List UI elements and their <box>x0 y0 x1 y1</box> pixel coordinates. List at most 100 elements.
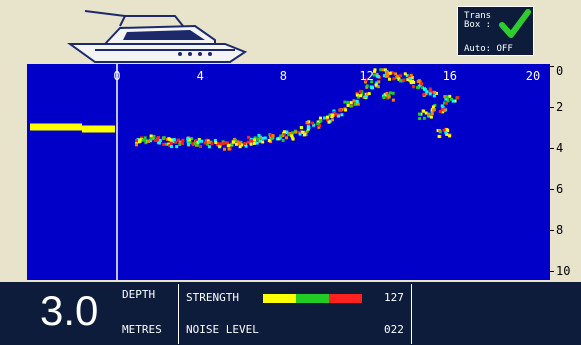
echo-pixel <box>236 140 240 144</box>
echo-pixel <box>194 139 198 143</box>
echo-pixel <box>243 142 247 146</box>
echo-pixel <box>169 145 173 149</box>
echo-pixel <box>444 131 448 135</box>
echo-pixel <box>155 138 159 142</box>
echo-pixel <box>445 132 449 136</box>
echo-pixel <box>165 142 169 146</box>
echo-pixel <box>332 109 336 113</box>
y-tick-label: 8 <box>556 223 564 237</box>
echo-pixel <box>443 101 447 105</box>
echo-pixel <box>203 141 207 145</box>
echo-pixel <box>337 114 341 118</box>
echo-pixel <box>269 134 273 138</box>
echo-pixel <box>431 108 435 112</box>
echo-pixel <box>440 108 444 112</box>
echo-pixel <box>377 80 381 84</box>
transducer-status-box[interactable]: Trans Box : Auto: OFF <box>457 6 534 56</box>
echo-pixel <box>364 80 368 84</box>
echo-pixel <box>143 136 147 140</box>
echo-pixel <box>178 140 182 144</box>
echo-pixel <box>232 140 236 144</box>
echo-pixel <box>267 138 271 142</box>
echo-pixel <box>283 130 287 134</box>
echo-pixel <box>234 142 238 146</box>
echo-pixel <box>391 71 395 75</box>
echo-pixel <box>436 129 440 133</box>
echo-pixel <box>365 92 369 96</box>
strength-value: 127 <box>384 291 404 304</box>
sonar-plot[interactable]: 0 4 8 12 16 20 <box>27 64 550 280</box>
echo-pixel <box>412 80 416 84</box>
echo-pixel <box>256 137 260 141</box>
echo-pixel <box>365 84 369 88</box>
echo-pixel <box>382 96 386 100</box>
echo-pixel <box>372 73 376 77</box>
echo-pixel <box>261 136 265 140</box>
y-tick-mark <box>550 148 554 149</box>
echo-pixel <box>346 103 350 107</box>
echo-pixel <box>388 71 392 75</box>
echo-pixel <box>158 138 162 142</box>
y-tick-label: 10 <box>556 264 571 278</box>
echo-pixel <box>193 142 197 146</box>
echo-pixel <box>316 122 320 126</box>
divider <box>178 284 179 344</box>
echo-pixel <box>253 138 257 142</box>
echo-pixel <box>375 72 379 76</box>
echo-pixel <box>279 134 283 138</box>
echo-pixel <box>221 140 225 144</box>
echo-pixel <box>421 86 425 90</box>
echo-pixel <box>383 68 387 72</box>
echo-pixel <box>331 118 335 122</box>
echo-pixel <box>198 139 202 143</box>
echo-pixel <box>349 101 353 105</box>
echo-pixel <box>391 98 395 102</box>
x-tick-label: 4 <box>196 69 204 83</box>
echo-pixel <box>282 131 286 135</box>
echo-pixel <box>190 137 194 141</box>
echo-pixel <box>168 143 172 147</box>
echo-pixel <box>250 139 254 143</box>
echo-pixel <box>352 99 356 103</box>
echo-pixel <box>410 75 414 79</box>
echo-pixel <box>205 142 209 146</box>
echo-pixel <box>255 141 259 145</box>
strength-bar <box>263 294 363 303</box>
boat-icon <box>66 10 248 63</box>
echo-pixel <box>174 140 178 144</box>
echo-pixel <box>358 89 362 93</box>
echo-pixel <box>356 95 360 99</box>
echo-pixel <box>370 80 374 84</box>
echo-pixel <box>443 108 447 112</box>
echo-pixel <box>188 138 192 142</box>
echo-pixel <box>435 91 439 95</box>
echo-pixel <box>207 140 211 144</box>
echo-pixel <box>263 136 267 140</box>
echo-pixel <box>305 121 309 125</box>
echo-pixel <box>207 145 211 149</box>
echo-pixel <box>422 92 426 96</box>
echo-pixel <box>433 103 437 107</box>
echo-pixel <box>178 142 182 146</box>
echo-pixel <box>330 113 334 117</box>
echo-pixel <box>227 143 231 147</box>
echo-pixel <box>299 126 303 130</box>
header-area: Trans Box : Auto: OFF <box>0 0 581 64</box>
y-tick-label: 6 <box>556 182 564 196</box>
echo-pixel <box>406 78 410 82</box>
echo-pixel <box>162 136 166 140</box>
echo-pixel <box>222 141 226 145</box>
echo-pixel <box>412 85 416 89</box>
echo-pixel <box>440 104 444 108</box>
echo-pixel <box>428 89 432 93</box>
echo-pixel <box>180 142 184 146</box>
echo-pixel <box>306 127 310 131</box>
echo-pixel <box>302 133 306 137</box>
echo-pixel <box>428 87 432 91</box>
echo-pixel <box>387 95 391 99</box>
echo-pixel <box>226 141 230 145</box>
echo-pixel <box>355 91 359 95</box>
echo-pixel <box>442 128 446 132</box>
echo-pixel <box>196 140 200 144</box>
echo-pixel <box>356 102 360 106</box>
